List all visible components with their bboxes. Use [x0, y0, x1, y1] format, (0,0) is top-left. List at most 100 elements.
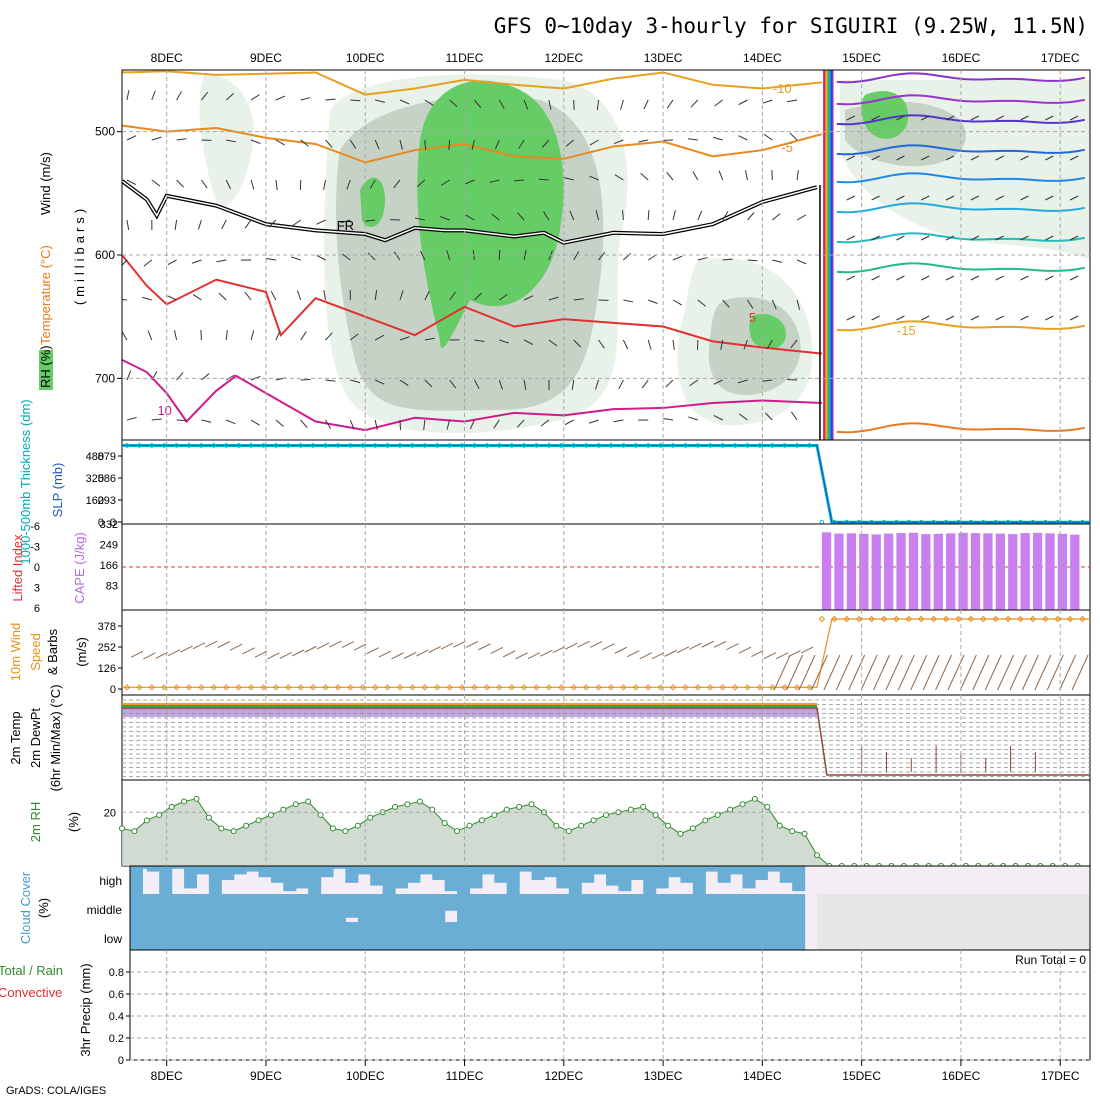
cloud-bar [159, 866, 173, 894]
cloud-bar [543, 922, 557, 950]
wind-speed-marker [1066, 615, 1074, 623]
cape-bar [921, 534, 931, 610]
millibars-label: (millibars) [72, 205, 87, 305]
cloud-bar [767, 922, 781, 950]
cape-bar [1020, 533, 1030, 610]
cloud-bar [692, 922, 706, 950]
wind-barb [374, 139, 380, 150]
thickness-marker [161, 443, 167, 448]
wind-speed-marker [967, 615, 975, 623]
precip-tick-label: 0.2 [109, 1033, 124, 1045]
cloud-bar [134, 922, 148, 950]
footer-credit: GrADS: COLA/IGES [6, 1085, 106, 1097]
cloud-bar [320, 894, 334, 922]
cloud-bar [481, 894, 495, 922]
wind-barb-10m [651, 652, 665, 660]
wind-barb [393, 179, 401, 189]
upper-panel-y-ticks: 500 600 700 [95, 125, 122, 385]
cloud-bar [432, 922, 446, 950]
wind-barb [151, 90, 156, 101]
wind-speed-marker [980, 615, 987, 623]
wind-barb [666, 171, 674, 181]
cloud-bar [680, 894, 694, 922]
cloud-bar [481, 866, 495, 875]
cloud-bar [258, 922, 272, 950]
wind-speed-marker [347, 684, 354, 691]
bottom-date-label: 15DEC [842, 1069, 881, 1083]
wind-barb [896, 195, 905, 201]
wind-barb [871, 315, 880, 321]
contour-label: 10 [157, 403, 171, 418]
wind-barb-10m [614, 646, 628, 654]
cloud-bar [357, 922, 371, 950]
wind-speed-marker [173, 684, 180, 691]
wind-barb [540, 419, 550, 427]
wind-barb [712, 136, 723, 141]
wind-barb [772, 259, 783, 263]
wind-barb-10m-strong [848, 654, 866, 691]
wind-barb [226, 139, 237, 143]
rh-marker [503, 806, 510, 813]
wind-barb [423, 419, 426, 430]
wind-barb [663, 417, 674, 421]
wind-barb [596, 99, 600, 110]
thickness-marker [137, 443, 142, 448]
cloud-bar [184, 894, 198, 922]
wind-barb-10m-strong [1034, 654, 1052, 691]
wind-barb [595, 210, 600, 221]
wind-barb-10m [192, 642, 206, 650]
wind-barb [225, 374, 236, 381]
wind-barb [648, 299, 658, 304]
tick-label: 480 [86, 451, 104, 463]
wind-speed-marker [148, 684, 155, 691]
wind-barb [270, 290, 277, 301]
wind-barb [1045, 155, 1054, 161]
rh-marker [553, 822, 560, 829]
rh-green-region [417, 80, 564, 348]
wind-barb [1069, 115, 1079, 121]
cloud-bar [270, 894, 284, 922]
wind-barb [548, 339, 558, 347]
thickness-marker [732, 443, 738, 448]
wind-speed-marker [1042, 615, 1049, 623]
wind-barb [424, 99, 434, 106]
cloud-bar [630, 866, 644, 880]
wind-barb-10m [738, 646, 752, 654]
wind-barb [1020, 315, 1029, 321]
contour-label: 5 [749, 310, 756, 325]
cape-bar [1032, 532, 1043, 610]
wind-barb [647, 254, 657, 261]
contour-label: -15 [897, 323, 916, 338]
wind-barb-10m [254, 650, 268, 658]
wind-barb-10m [403, 652, 417, 659]
cloud-bar [270, 866, 284, 883]
y-tick-label: 700 [95, 371, 115, 385]
cloud-bar [457, 894, 471, 922]
wind10m-label-line1: 10m Wind [8, 623, 23, 682]
rh-marker [255, 817, 262, 824]
thickness-marker [683, 443, 688, 448]
rh-marker [230, 828, 237, 835]
wind-barb [201, 91, 209, 101]
wind-barb [796, 170, 799, 181]
thickness-marker [472, 443, 477, 448]
cloud-bar [345, 922, 359, 950]
wind-barb [374, 290, 378, 301]
wind-barb [896, 315, 905, 321]
wind-barb-10m [800, 646, 814, 654]
rh-marker [652, 811, 659, 818]
wind-barb [565, 139, 575, 147]
cape-tick-label: 166 [100, 560, 118, 572]
rh-marker [491, 811, 498, 818]
wind-speed-marker [893, 615, 900, 623]
wind-barb [738, 135, 748, 141]
wind-speed-marker [831, 615, 838, 623]
thickness-marker [261, 443, 266, 448]
rh-green-patch-2 [749, 314, 786, 349]
tick-label: 879 [98, 451, 116, 463]
wind-barb [896, 115, 905, 121]
wind-barb [1020, 195, 1029, 201]
thickness-slp-panel: 480 320 160 0 879 586 293 0 1000-500mb Thicknes… [18, 399, 1091, 565]
wind-barb [1069, 275, 1079, 281]
cloud-bar [655, 922, 669, 950]
